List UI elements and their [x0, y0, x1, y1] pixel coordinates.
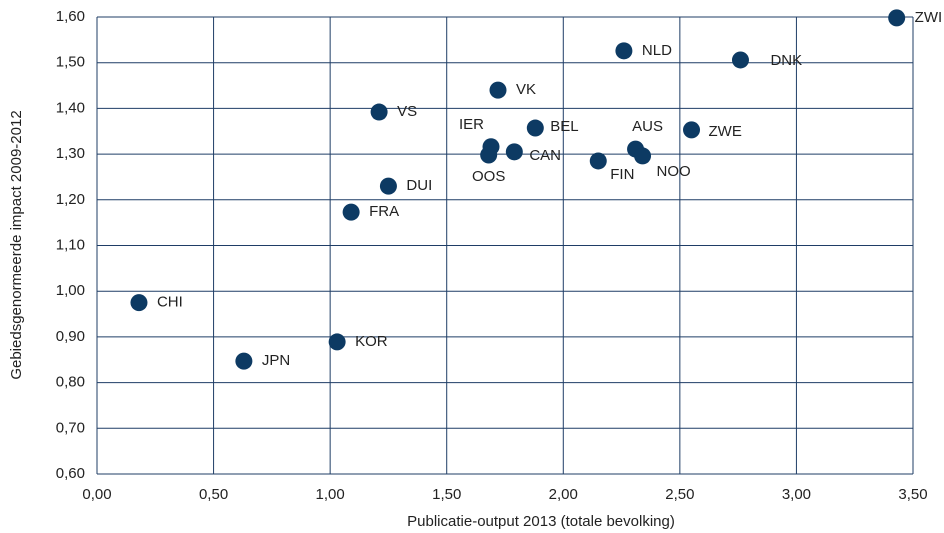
y-tick-label: 0,90: [56, 328, 85, 345]
point-label: VS: [397, 103, 417, 120]
point-label: AUS: [632, 118, 663, 135]
point-label: JPN: [262, 352, 290, 369]
y-tick-label: 1,50: [56, 54, 85, 71]
point-label: FRA: [369, 203, 399, 220]
x-tick-label: 2,50: [665, 486, 694, 503]
y-tick-label: 1,00: [56, 282, 85, 299]
point-label: ZWE: [709, 123, 742, 140]
y-tick-label: 0,70: [56, 419, 85, 436]
y-tick-label: 1,20: [56, 191, 85, 208]
point: [130, 294, 148, 312]
point-label: DNK: [770, 52, 802, 69]
point: [379, 177, 397, 195]
point-label: OOS: [472, 168, 505, 185]
point: [888, 9, 906, 27]
point: [235, 352, 253, 370]
point-label: IER: [459, 116, 484, 133]
y-tick-label: 0,80: [56, 374, 85, 391]
y-tick-label: 1,30: [56, 145, 85, 162]
y-axis-title: Gebiedsgenormeerde impact 2009-2012: [8, 110, 25, 379]
point: [505, 143, 523, 161]
point-label: NLD: [642, 42, 672, 59]
y-tick-label: 0,60: [56, 465, 85, 482]
point: [480, 146, 498, 164]
point: [489, 81, 507, 99]
point-label: BEL: [550, 118, 578, 135]
x-tick-label: 0,00: [82, 486, 111, 503]
point-label: DUI: [406, 177, 432, 194]
point-label: ZWI: [915, 9, 943, 26]
point: [328, 333, 346, 351]
point-label: CAN: [529, 147, 561, 164]
point: [634, 147, 652, 165]
x-tick-label: 3,00: [782, 486, 811, 503]
point: [615, 42, 633, 60]
x-tick-label: 3,50: [898, 486, 927, 503]
point-label: KOR: [355, 333, 388, 350]
point: [342, 203, 360, 221]
x-tick-label: 1,50: [432, 486, 461, 503]
point-label: CHI: [157, 294, 183, 311]
y-tick-label: 1,10: [56, 236, 85, 253]
point: [731, 51, 749, 69]
point-label: NOO: [657, 163, 691, 180]
point: [589, 152, 607, 170]
x-tick-label: 1,00: [316, 486, 345, 503]
point-label: FIN: [610, 166, 634, 183]
y-tick-label: 1,60: [56, 8, 85, 25]
x-tick-label: 2,00: [549, 486, 578, 503]
point: [683, 121, 701, 139]
point: [526, 119, 544, 137]
y-tick-label: 1,40: [56, 99, 85, 116]
point: [370, 103, 388, 121]
x-axis-title: Publicatie-output 2013 (totale bevolking…: [407, 513, 675, 530]
x-tick-label: 0,50: [199, 486, 228, 503]
point-label: VK: [516, 81, 536, 98]
